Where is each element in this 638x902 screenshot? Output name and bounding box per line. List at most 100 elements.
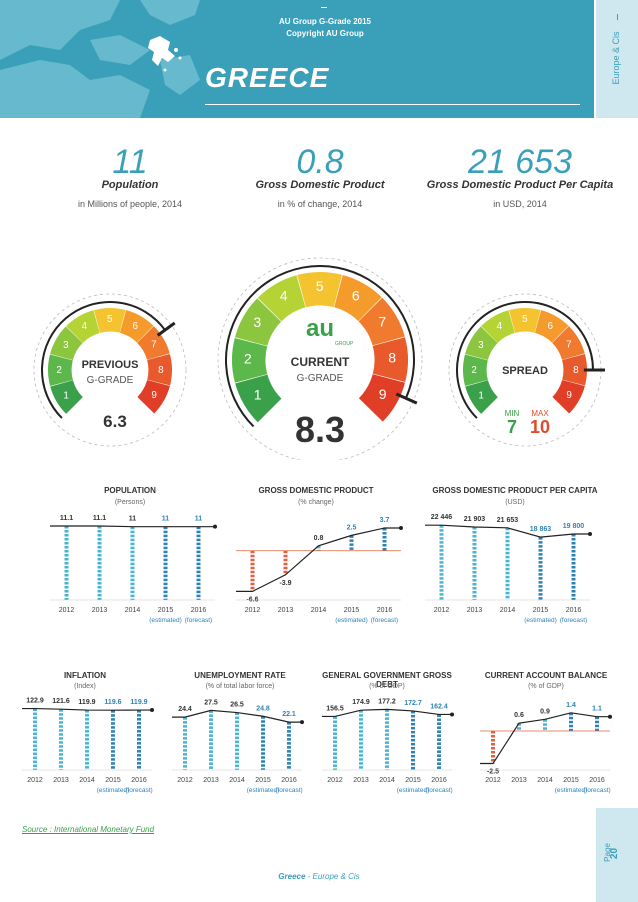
chart: 24.4 2012 27.5 2013 26.5 2014 24.8 2015 22.1 2016… [172, 699, 304, 794]
chart-bar [97, 550, 102, 553]
chart-bar [130, 554, 135, 558]
chart-tick-label: 2013 [203, 777, 219, 784]
chart-bar [349, 547, 354, 550]
chart-bar [209, 762, 213, 765]
chart-bar [130, 570, 135, 574]
chart-bar [287, 762, 291, 765]
chart-bar [385, 709, 389, 712]
chart-bar [287, 750, 291, 753]
chart-tick-label: 2012 [177, 777, 193, 784]
chart-bar [111, 754, 115, 757]
chart-bar [385, 765, 389, 768]
chart-bar [33, 712, 37, 716]
chart-bar [97, 582, 102, 585]
chart-bar [439, 533, 444, 536]
chart-bar [250, 550, 255, 554]
chart-bar [64, 550, 69, 553]
chart-bar [196, 530, 201, 534]
chart-bar [571, 558, 576, 561]
chart-bar [97, 566, 102, 569]
gauge-segment [372, 337, 408, 383]
chart-title: GENERAL GOVERNMENT GROSS DEBT [322, 671, 452, 689]
gauge-segment [465, 326, 498, 361]
chart-bar [439, 545, 444, 548]
gauge-scale-number: 3 [478, 340, 484, 351]
chart: 122.9 2012 121.6 2013 119.9 2014 119.6 2015 119.… [22, 698, 154, 794]
stat-population: 11 Population in Millions of people, 201… [40, 145, 220, 209]
chart-bar [437, 734, 441, 737]
chart-bar [569, 712, 573, 716]
gauge-scale-number: 1 [254, 386, 262, 402]
chart-bar [33, 708, 37, 712]
chart-tick-label: 2012 [434, 607, 450, 614]
gauge-scale-number: 9 [379, 386, 387, 402]
source-link[interactable]: Source : International Monetary Fund [22, 825, 155, 834]
chart-bar [385, 737, 389, 740]
stat-sub: in % of change, 2014 [277, 199, 363, 209]
chart-data-label: 177.2 [378, 698, 396, 705]
chart-bar [250, 566, 255, 570]
chart-bar [209, 722, 213, 725]
gauge-segment [137, 326, 170, 360]
chart-bar [130, 534, 135, 538]
chart-bar [235, 740, 239, 744]
chart-data-label: 11 [129, 516, 137, 523]
chart-bar [130, 590, 135, 594]
stat-label: Gross Domestic Product [255, 179, 385, 191]
chart-bar [85, 754, 89, 757]
chart-subtitle: (% of GDP) [369, 683, 405, 690]
chart-bar [538, 577, 543, 580]
chart-bar [287, 722, 291, 725]
chart-data-label: 11.1 [93, 515, 106, 522]
chart-bar [163, 590, 168, 594]
chart-tick-label: 2013 [92, 607, 108, 614]
chart-bar [411, 710, 415, 714]
chart-bar [183, 721, 187, 724]
chart-forecast-label: (forecast) [371, 617, 398, 624]
chart-bar [163, 594, 168, 598]
chart-bar [196, 558, 201, 562]
chart-bar [209, 718, 213, 721]
chart-series-line [22, 707, 152, 711]
gauge-progress-arc [456, 301, 594, 419]
chart-tick-label: 2014 [311, 607, 327, 614]
charts-panel: 11.1201211.12013112014112015112016(estim… [22, 514, 612, 794]
header-title-line1: AU Group G-Grade 2015 [278, 17, 372, 26]
chart-bar [196, 598, 201, 600]
chart-bar [333, 760, 337, 763]
chart-series-line [50, 525, 215, 528]
footer-country: Greece [278, 872, 306, 881]
chart-bar [250, 558, 255, 562]
chart-bar [64, 554, 69, 557]
chart-bar [64, 582, 69, 585]
chart-bar [571, 538, 576, 541]
chart-tick-label: 2012 [485, 777, 501, 784]
gauge-min-label: MIN [505, 409, 520, 418]
chart-bar [163, 598, 168, 600]
chart-bar [85, 762, 89, 765]
chart-bar [250, 582, 255, 586]
chart-bar [209, 726, 213, 729]
chart-bar [538, 565, 543, 568]
stat-value: 11 [112, 143, 148, 181]
footer: Greece - Europe & Cis [0, 872, 638, 881]
chart-bar [359, 710, 363, 713]
stat-gdp-per-capita: 21 653 Gross Domestic Product Per Capita… [420, 145, 620, 209]
chart-series-line [322, 708, 452, 718]
chart-bar [538, 569, 543, 572]
chart-data-label: 119.6 [104, 699, 121, 706]
chart-bar [85, 766, 89, 769]
chart-bar [196, 562, 201, 566]
footer-region: Europe & Cis [312, 872, 360, 881]
chart-data-label: 2.5 [347, 524, 357, 531]
chart-bar [163, 542, 168, 546]
chart-bar [196, 578, 201, 582]
chart-estimated-label: (estimated) [524, 617, 557, 624]
chart-bar [97, 542, 102, 545]
chart-bar [130, 542, 135, 546]
chart-tick-label: 2016 [191, 607, 207, 614]
header-divider [205, 104, 580, 105]
gauge-segment [297, 272, 343, 308]
gauge-segment [234, 298, 282, 346]
gauge-segment [334, 274, 382, 322]
